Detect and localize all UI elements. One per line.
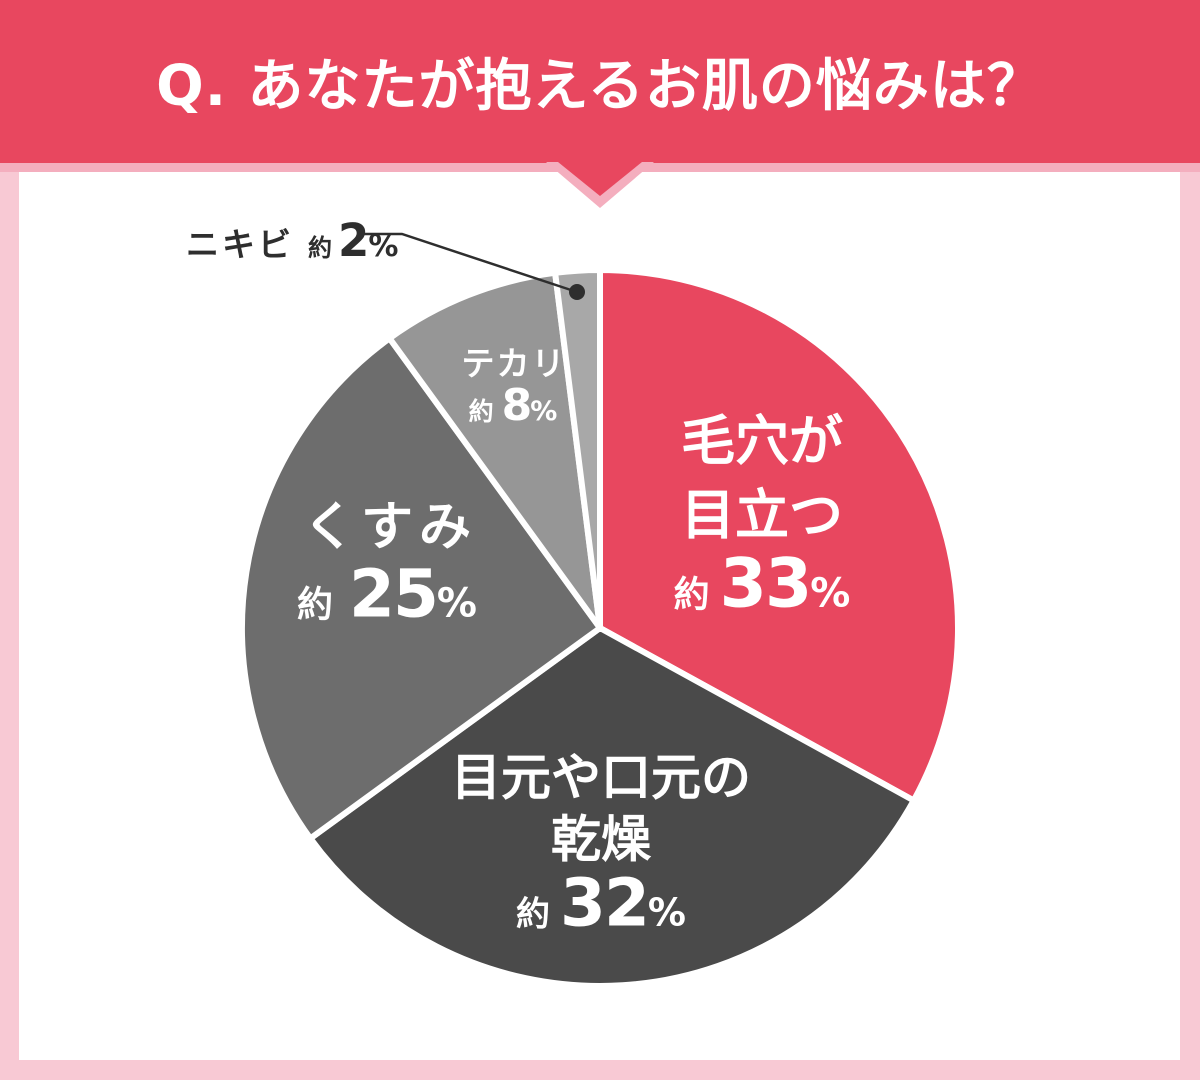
- slice-value: 約 8%: [468, 380, 560, 431]
- slice-value: 約 32%: [516, 864, 686, 942]
- slice-label-dullness: くすみ 約 25%: [297, 493, 483, 638]
- slice-value: 約 25%: [297, 555, 483, 633]
- slice-label-text: 目元や口元の: [451, 748, 751, 807]
- banner-underline-stripe: [0, 163, 1200, 172]
- slice-label-dryness: 目元や口元の 乾燥 約 32%: [451, 747, 751, 948]
- slice-label-shine: テカリ 約 8%: [462, 342, 567, 432]
- question-title: Q. あなたが抱えるお肌の悩みは？: [156, 54, 1044, 119]
- slice-label-text: くすみ: [302, 497, 478, 558]
- question-banner: Q. あなたが抱えるお肌の悩みは？: [0, 0, 1200, 163]
- slice-label-text: テカリ: [461, 344, 567, 383]
- callout-label-acne: ニキビ 約 2 %: [186, 214, 399, 267]
- slice-label-text: 乾燥: [551, 810, 651, 869]
- slice-value: 約 33%: [673, 544, 851, 624]
- slice-label-pores: 毛穴が 目立つ 約 33%: [674, 405, 851, 628]
- slice-label-text: ニキビ: [186, 225, 294, 264]
- slice-label-text: 目立つ: [680, 483, 843, 547]
- slice-label-text: 毛穴が: [680, 409, 843, 473]
